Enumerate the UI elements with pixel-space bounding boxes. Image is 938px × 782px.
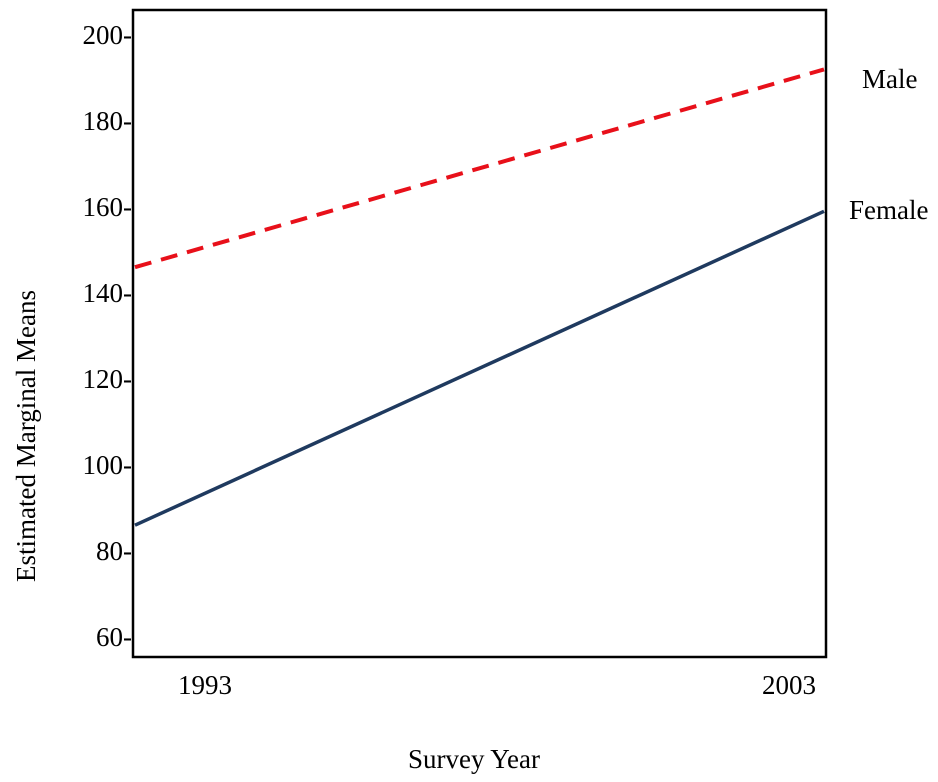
y-axis-title: Estimated Marginal Means bbox=[11, 290, 41, 582]
y-tick-label: 80- bbox=[96, 536, 132, 566]
y-tick-label: 180- bbox=[83, 106, 133, 136]
x-tick-label: 2003 bbox=[762, 670, 816, 700]
series-label-female: Female bbox=[849, 195, 928, 225]
plot-frame bbox=[131, 8, 828, 659]
series-line-female bbox=[134, 209, 825, 527]
y-tick-label: 120- bbox=[83, 364, 133, 394]
series-label-male: Male bbox=[862, 64, 917, 94]
y-tick-label: 160- bbox=[83, 192, 133, 222]
y-tick-label: 200- bbox=[83, 20, 133, 50]
x-axis-tick-labels: 1993 2003 bbox=[178, 670, 816, 700]
x-tick-label: 1993 bbox=[178, 670, 232, 700]
x-axis-title: Survey Year bbox=[408, 744, 540, 774]
series-labels: Male Female bbox=[849, 64, 928, 225]
y-tick-label: 100- bbox=[83, 450, 133, 480]
y-axis-tick-labels: 60- 80- 100- 120- 140- 160- 180- 200- bbox=[83, 20, 133, 652]
series-line-male bbox=[134, 67, 825, 270]
series-lines bbox=[134, 67, 825, 527]
y-tick-label: 60- bbox=[96, 622, 132, 652]
y-tick-label: 140- bbox=[83, 278, 133, 308]
